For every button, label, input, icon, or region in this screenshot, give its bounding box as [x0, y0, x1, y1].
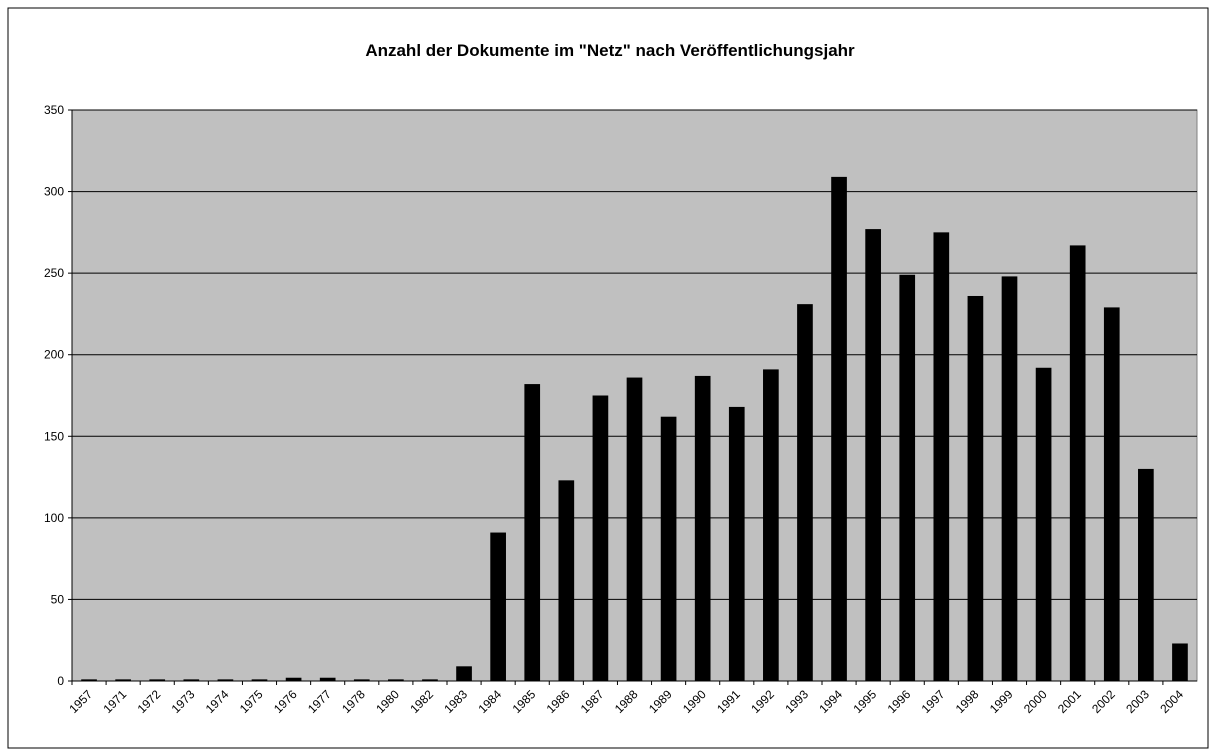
y-tick-label: 350 — [44, 103, 64, 117]
y-tick-label: 300 — [44, 185, 64, 199]
bar — [626, 377, 643, 681]
bar — [763, 369, 779, 681]
bar — [592, 395, 609, 681]
bar — [899, 274, 916, 681]
bar — [865, 229, 881, 681]
y-tick-label: 250 — [44, 266, 64, 280]
bar — [694, 375, 711, 681]
bar — [558, 480, 575, 681]
bar — [933, 232, 950, 681]
y-tick-label: 0 — [57, 674, 64, 688]
bar — [1103, 307, 1120, 681]
bar — [319, 677, 336, 681]
bar — [149, 679, 166, 681]
bar — [81, 679, 97, 681]
bar — [660, 416, 677, 681]
y-tick-label: 100 — [44, 511, 64, 525]
bar — [797, 304, 813, 681]
bar — [524, 384, 541, 681]
bar — [422, 679, 438, 681]
y-tick-label: 150 — [44, 429, 64, 443]
bar — [353, 679, 370, 681]
bar — [1172, 643, 1188, 681]
bar — [456, 666, 472, 681]
bar — [1138, 468, 1154, 681]
bar — [967, 295, 984, 681]
bar — [728, 406, 745, 681]
bar — [831, 176, 847, 682]
bar — [217, 679, 234, 681]
bar — [1035, 367, 1052, 681]
bar — [1069, 245, 1086, 681]
bar — [1001, 276, 1018, 681]
bar — [115, 679, 131, 681]
bar — [285, 677, 302, 681]
bar — [183, 679, 200, 681]
bar — [490, 532, 506, 681]
bar — [388, 679, 404, 681]
chart-title: Anzahl der Dokumente im "Netz" nach Verö… — [365, 41, 855, 60]
bar — [251, 679, 268, 681]
y-tick-label: 200 — [44, 348, 64, 362]
y-tick-label: 50 — [51, 592, 65, 606]
